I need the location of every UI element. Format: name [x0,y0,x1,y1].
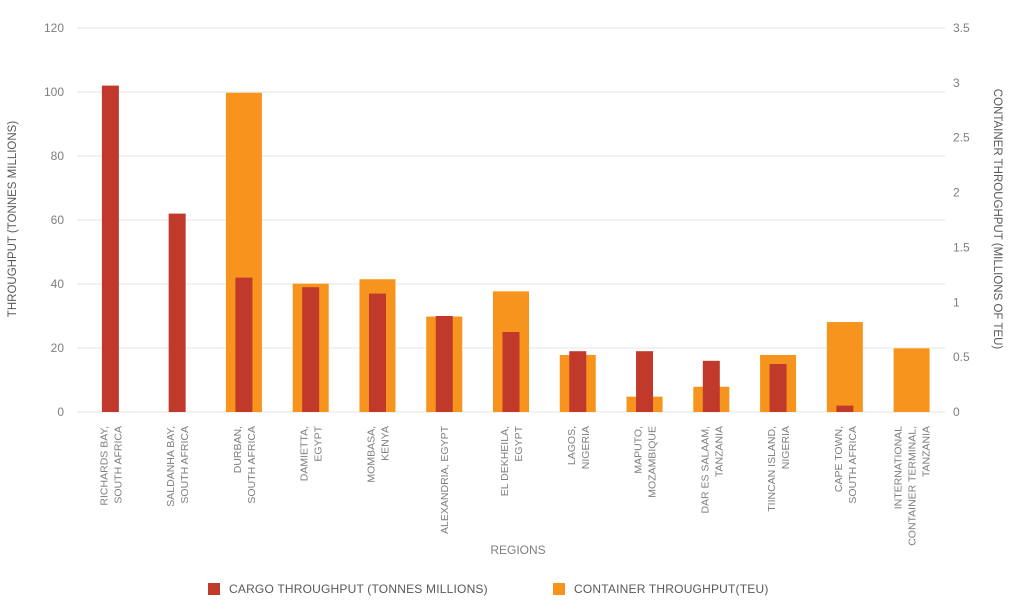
x-tick-label: MAPUTO, MOZAMBIQUE [633,426,659,498]
cargo-bar [435,316,453,412]
y2-tick-label: 2 [953,186,960,200]
x-tick-label: INTERNATIONAL CONTAINER TERMINAL, TANZANIA [893,426,933,546]
x-tick-label: RICHARDS BAY, SOUTH AFRICA [98,426,124,506]
cargo-bar [235,277,253,412]
y-tick-label: 20 [51,341,65,355]
cargo-series [101,85,854,412]
x-tick-label: DAR ES SALAAM, TANZANIA [699,426,725,514]
right-axis-ticks: 0 0.5 1 1.5 2 2.5 3 3.5 [953,21,970,419]
x-axis-label: REGIONS [490,543,545,557]
x-tick-label: ALEXANDRIA, EGYPT [439,425,451,534]
x-axis-ticks: RICHARDS BAY, SOUTH AFRICA SALDANHA BAY, SO… [98,425,932,545]
cargo-bar [368,293,386,412]
y-tick-label: 60 [51,213,65,227]
legend-item-container: CONTAINER THROUGHPUT(TEU) [553,582,769,596]
x-tick-label-line: TANZANIA [921,426,933,477]
container-bar [893,348,930,412]
x-tick-label-line: DAR ES SALAAM, [699,426,711,514]
x-tick-label: EL DEKHEILA, EGYPT [499,425,525,496]
legend-swatch-cargo [208,583,220,595]
x-tick-label-line: ALEXANDRIA, EGYPT [439,425,451,534]
x-tick-label-line: INTERNATIONAL [893,426,905,509]
x-tick-label-line: SOUTH AFRICA [847,426,859,504]
y-axis-label: THROUGHPUT (TONNES MILLIONS) [7,121,19,318]
x-tick-label-line: DURBAN, [232,426,244,473]
cargo-bar [636,351,654,412]
y-tick-label: 80 [51,149,65,163]
y2-tick-label: 3 [953,76,960,90]
y2-tick-label: 0.5 [953,350,970,364]
legend-label-container: CONTAINER THROUGHPUT(TEU) [574,582,769,596]
y2-tick-label: 0 [953,405,960,419]
legend: CARGO THROUGHPUT (TONNES MILLIONS) CONTA… [0,582,1013,602]
x-tick-label-line: NIGERIA [580,426,592,469]
cargo-bar [702,360,720,412]
x-tick-label-line: TANZANIA [713,426,725,477]
y2-tick-label: 2.5 [953,131,970,145]
x-tick-label: CAPE TOWN, SOUTH AFRICA [833,426,859,504]
x-tick-label-line: SOUTH AFRICA [179,426,191,504]
cargo-bar [569,351,587,412]
x-tick-label-line: EL DEKHEILA, [499,426,511,496]
x-tick-label-line: EGYPT [513,425,525,461]
x-tick-label-line: CAPE TOWN, [833,426,845,492]
x-tick-label-line: RICHARDS BAY, [98,426,110,506]
x-tick-label: TIINCAN ISLAND, NIGERIA [766,426,792,512]
y2-tick-label: 1 [953,295,960,309]
x-tick-label-line: MOMBASA, [365,426,377,483]
x-tick-label: MOMBASA, KENYA [365,426,391,483]
container-bar [826,322,863,412]
cargo-bar [101,85,119,412]
x-tick-label: DURBAN, SOUTH AFRICA [232,426,258,504]
y-tick-label: 100 [44,85,64,99]
legend-label-cargo: CARGO THROUGHPUT (TONNES MILLIONS) [229,582,488,596]
x-tick-label: SALDANHA BAY, SOUTH AFRICA [165,426,191,507]
x-tick-label-line: SALDANHA BAY, [165,426,177,507]
y2-axis-label: CONTAINER THROUGHPUT (MILLIONS OF TEU) [991,89,1003,350]
x-tick-label-line: DAMIETTA, [299,426,311,481]
x-tick-label-line: SOUTH AFRICA [112,426,124,504]
x-tick-label-line: MOZAMBIQUE [647,426,659,498]
y-tick-label: 120 [44,21,64,35]
cargo-bar [769,364,787,412]
cargo-bar [502,332,520,412]
x-tick-label-line: SOUTH AFRICA [246,426,258,504]
x-tick-label-line: MAPUTO, [633,426,645,474]
legend-swatch-container [553,583,565,595]
x-tick-label-line: NIGERIA [780,426,792,469]
x-tick-label-line: KENYA [379,426,391,461]
x-tick-label-line: EGYPT [313,425,325,461]
x-tick-label-line: LAGOS, [566,426,578,465]
left-axis-ticks: 0 20 40 60 80 100 120 [44,21,64,419]
y2-tick-label: 1.5 [953,240,970,254]
x-tick-label: DAMIETTA, EGYPT [299,425,325,481]
gridlines [77,27,945,413]
y-tick-label: 0 [57,405,64,419]
y-tick-label: 40 [51,277,65,291]
cargo-bar [302,287,320,412]
cargo-bar [168,213,186,412]
legend-item-cargo: CARGO THROUGHPUT (TONNES MILLIONS) [208,582,488,596]
cargo-bar [836,405,854,412]
x-tick-label-line: TIINCAN ISLAND, [766,426,778,512]
x-tick-label: LAGOS, NIGERIA [566,426,592,469]
y2-tick-label: 3.5 [953,21,970,35]
x-tick-label-line: CONTAINER TERMINAL, [907,426,919,546]
